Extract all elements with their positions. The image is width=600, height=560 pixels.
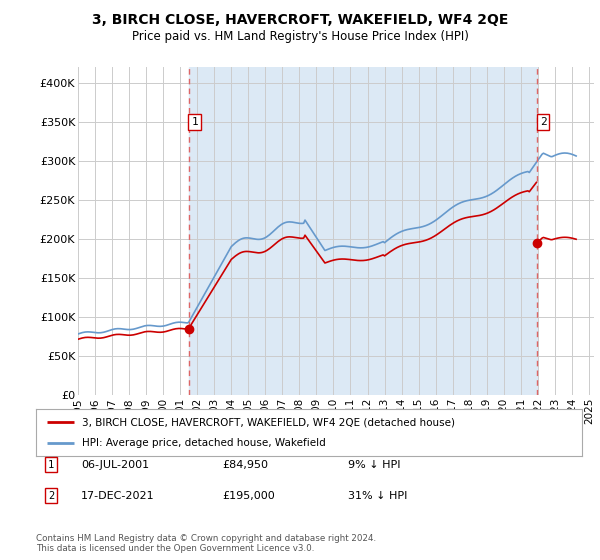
Text: £195,000: £195,000	[222, 491, 275, 501]
Text: 9% ↓ HPI: 9% ↓ HPI	[348, 460, 401, 470]
Text: 06-JUL-2001: 06-JUL-2001	[81, 460, 149, 470]
Text: HPI: Average price, detached house, Wakefield: HPI: Average price, detached house, Wake…	[82, 438, 326, 448]
Text: 2: 2	[48, 491, 54, 501]
Text: 17-DEC-2021: 17-DEC-2021	[81, 491, 155, 501]
Text: £84,950: £84,950	[222, 460, 268, 470]
Text: 3, BIRCH CLOSE, HAVERCROFT, WAKEFIELD, WF4 2QE (detached house): 3, BIRCH CLOSE, HAVERCROFT, WAKEFIELD, W…	[82, 417, 455, 427]
Text: 1: 1	[191, 117, 198, 127]
Bar	[188, 67, 537, 395]
Text: Price paid vs. HM Land Registry's House Price Index (HPI): Price paid vs. HM Land Registry's House …	[131, 30, 469, 43]
Text: Contains HM Land Registry data © Crown copyright and database right 2024.
This d: Contains HM Land Registry data © Crown c…	[36, 534, 376, 553]
Text: 31% ↓ HPI: 31% ↓ HPI	[348, 491, 407, 501]
Text: 2: 2	[539, 117, 547, 127]
Text: 1: 1	[48, 460, 54, 470]
Text: 3, BIRCH CLOSE, HAVERCROFT, WAKEFIELD, WF4 2QE: 3, BIRCH CLOSE, HAVERCROFT, WAKEFIELD, W…	[92, 13, 508, 27]
